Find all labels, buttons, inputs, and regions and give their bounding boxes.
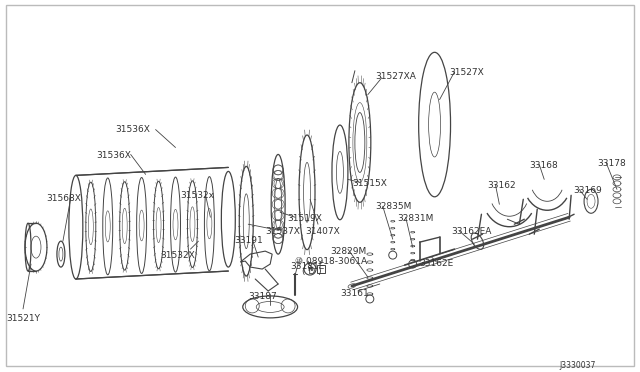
Text: 31537X: 31537X [265, 227, 300, 236]
Text: 31521Y: 31521Y [6, 314, 40, 323]
Text: 33181E: 33181E [290, 262, 324, 271]
Text: 31407X: 31407X [305, 227, 340, 236]
Text: 32829M: 32829M [330, 247, 366, 256]
Text: 31532X: 31532X [161, 251, 195, 260]
Text: 32831M: 32831M [397, 214, 434, 223]
Text: 33162E: 33162E [420, 259, 454, 268]
Text: 31519X: 31519X [287, 214, 322, 223]
Text: 31536X: 31536X [116, 125, 150, 134]
Text: 33191: 33191 [234, 236, 263, 245]
Text: 33187: 33187 [248, 292, 277, 301]
Text: ( D ): ( D ) [302, 267, 322, 276]
Text: ⑩ 08918-3061A: ⑩ 08918-3061A [295, 257, 367, 266]
Text: 33162EA: 33162EA [452, 227, 492, 236]
Text: 33161: 33161 [340, 289, 369, 298]
Text: 33162: 33162 [488, 182, 516, 190]
Text: 31515X: 31515X [352, 179, 387, 188]
Text: 32835M: 32835M [375, 202, 411, 211]
Text: 31527XA: 31527XA [375, 72, 416, 81]
Text: 31536X: 31536X [96, 151, 131, 160]
Text: 33168: 33168 [529, 161, 558, 170]
Text: J3330037: J3330037 [559, 361, 596, 370]
Text: N: N [307, 267, 313, 272]
Text: 31527X: 31527X [449, 68, 484, 77]
Text: 33169: 33169 [573, 186, 602, 195]
Text: 33178: 33178 [597, 160, 626, 169]
Text: 31532x: 31532x [180, 191, 214, 201]
Text: 31568X: 31568X [46, 194, 81, 203]
